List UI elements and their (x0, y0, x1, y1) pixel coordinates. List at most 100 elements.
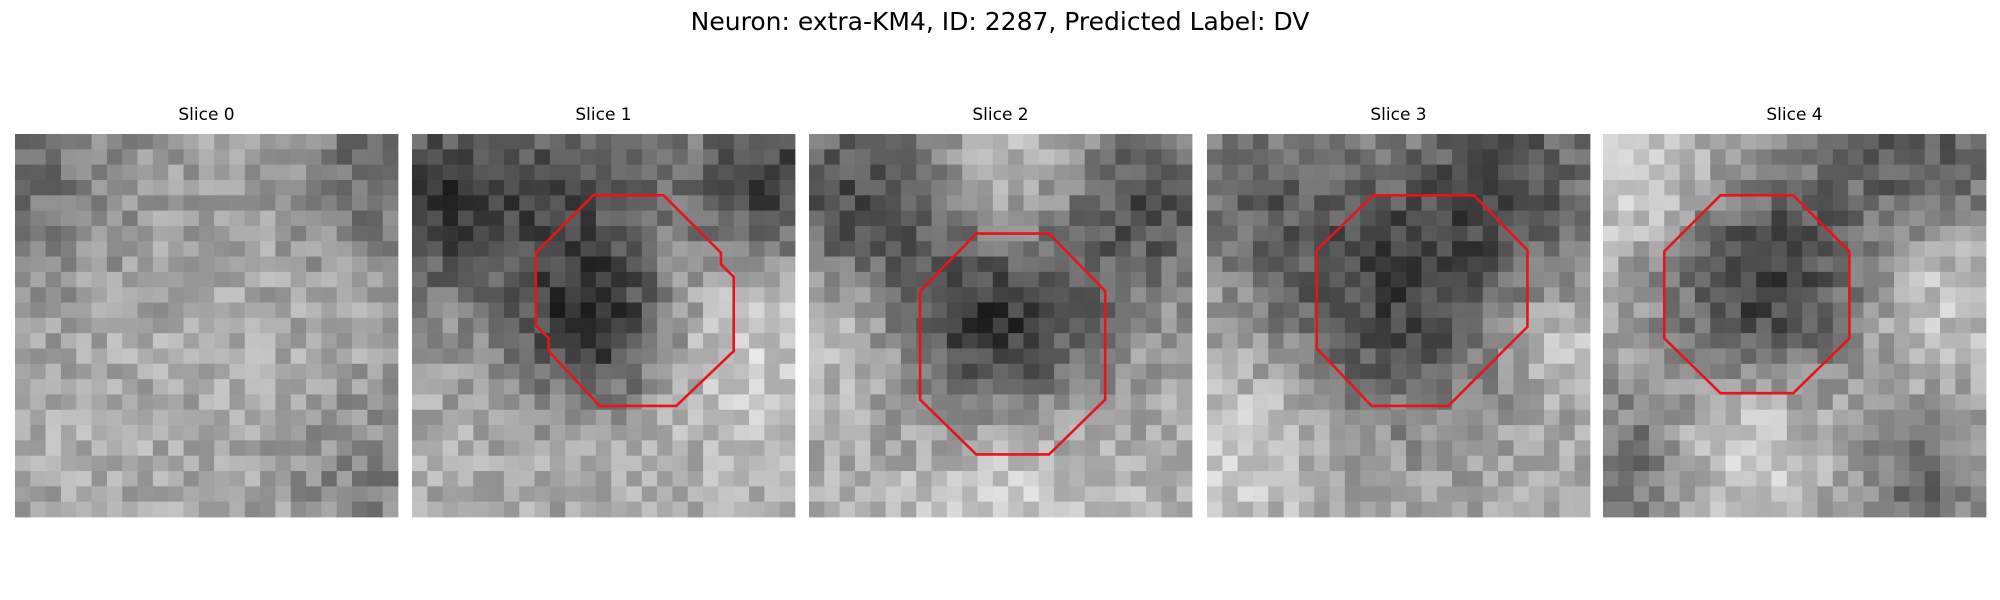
pixel (779, 333, 796, 349)
pixel (60, 256, 77, 273)
pixel (1084, 471, 1101, 487)
pixel (1725, 425, 1742, 441)
pixel (1894, 225, 1910, 242)
pixel (473, 195, 489, 211)
pixel (1940, 164, 1956, 181)
pixel (91, 394, 108, 411)
pixel (1237, 379, 1254, 395)
pixel (1329, 409, 1346, 426)
pixel (1467, 471, 1484, 487)
pixel (1222, 256, 1239, 273)
pixel (427, 317, 444, 334)
pixel (1970, 333, 1987, 349)
pixel (290, 134, 307, 150)
pixel (1023, 394, 1040, 411)
pixel (229, 486, 246, 503)
pixel (45, 179, 62, 196)
pixel (1452, 225, 1468, 242)
pixel (839, 302, 856, 319)
pixel (1252, 317, 1269, 334)
pixel (1559, 271, 1576, 288)
pixel (152, 425, 169, 441)
pixel (229, 333, 246, 349)
pixel (1648, 486, 1665, 503)
pixel (352, 379, 368, 395)
pixel (260, 271, 276, 288)
pixel (183, 149, 200, 166)
pixel (91, 179, 108, 196)
pixel (1283, 225, 1300, 242)
pixel (749, 440, 765, 457)
pixel (931, 271, 948, 288)
pixel (1038, 287, 1055, 303)
pixel (824, 256, 841, 273)
pixel (992, 256, 1009, 273)
pixel (1146, 471, 1162, 487)
pixel (1756, 195, 1772, 211)
pixel (580, 501, 597, 518)
pixel (45, 348, 62, 365)
pixel (1878, 164, 1895, 181)
pixel (198, 425, 215, 441)
pixel (1390, 440, 1407, 457)
pixel (290, 210, 307, 227)
pixel (519, 317, 535, 334)
pixel (442, 440, 459, 457)
pixel (1023, 348, 1040, 365)
pixel (1832, 471, 1849, 487)
pixel (1008, 394, 1024, 411)
pixel (931, 501, 948, 518)
pixel (1832, 164, 1849, 181)
pixel (1528, 287, 1545, 303)
pixel (1771, 379, 1788, 395)
pixel (931, 379, 948, 395)
pixel (76, 287, 92, 303)
pixel (412, 210, 428, 227)
pixel (1268, 394, 1284, 411)
pixel (1528, 179, 1545, 196)
pixel (580, 440, 597, 457)
pixel (1406, 210, 1422, 227)
pixel (1559, 409, 1576, 426)
pixel (1421, 287, 1438, 303)
pixel (382, 179, 399, 196)
pixel (382, 471, 399, 487)
pixel (60, 179, 77, 196)
pixel (1100, 501, 1116, 518)
pixel (641, 256, 658, 273)
pixel (549, 210, 566, 227)
pixel (764, 455, 781, 472)
pixel (457, 348, 474, 365)
pixel (1176, 271, 1193, 288)
pixel (367, 501, 384, 518)
pixel (442, 287, 459, 303)
pixel (1375, 241, 1392, 257)
pixel (183, 134, 200, 150)
pixel (1603, 440, 1619, 457)
pixel (1574, 501, 1591, 518)
pixel (1084, 348, 1101, 365)
pixel (336, 440, 353, 457)
pixel (183, 256, 200, 273)
pixel (977, 271, 994, 288)
pixel (1115, 379, 1132, 395)
pixel (1771, 471, 1788, 487)
pixel (1161, 317, 1178, 334)
pixel (1664, 302, 1680, 319)
pixel (870, 164, 886, 181)
pixel (1802, 440, 1818, 457)
pixel (1222, 471, 1239, 487)
pixel (946, 409, 963, 426)
pixel (549, 302, 566, 319)
pixel (1648, 425, 1665, 441)
pixel (1390, 425, 1407, 441)
pixel (306, 195, 322, 211)
pixel (1694, 440, 1711, 457)
pixel (1176, 287, 1193, 303)
pixel (122, 287, 138, 303)
pixel (916, 256, 932, 273)
pixel (1436, 471, 1453, 487)
pixel (91, 317, 108, 334)
pixel (626, 195, 643, 211)
pixel (1544, 348, 1560, 365)
